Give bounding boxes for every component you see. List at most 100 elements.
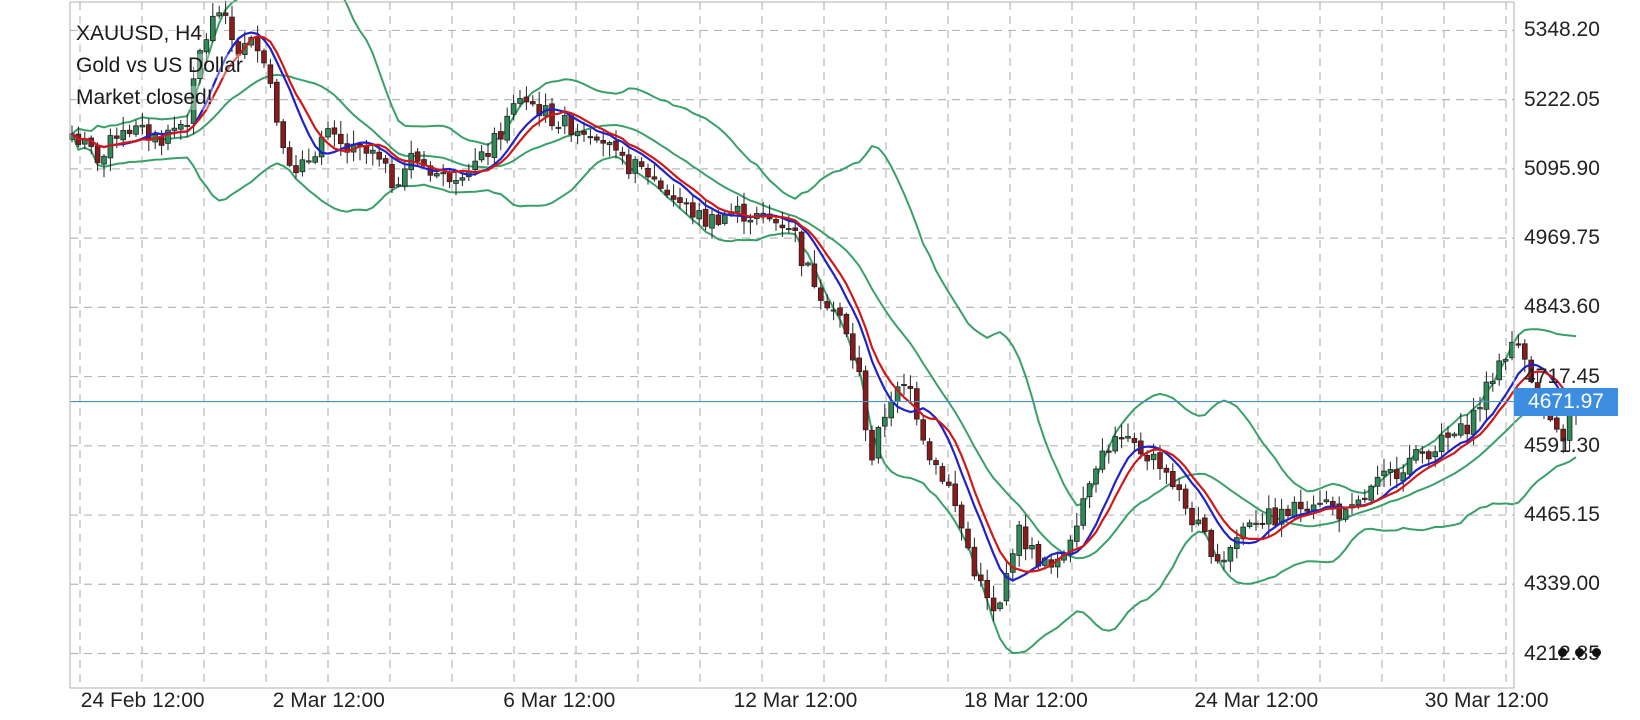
candle xyxy=(606,140,613,157)
moving-averages xyxy=(71,31,1577,582)
candle xyxy=(133,119,139,137)
candle xyxy=(875,425,882,464)
candle xyxy=(664,184,670,198)
candle xyxy=(600,130,606,157)
candle xyxy=(971,537,978,580)
candle xyxy=(1080,486,1087,530)
candle xyxy=(843,312,850,338)
candle xyxy=(376,146,382,167)
candle xyxy=(280,118,286,155)
price-tick-label: 4843.60 xyxy=(1524,295,1600,319)
date-tick-label: 24 Feb 12:00 xyxy=(80,689,205,712)
candle xyxy=(190,66,197,135)
candle xyxy=(824,294,830,311)
candle xyxy=(222,0,229,25)
bollinger-bands xyxy=(71,0,1577,655)
bollinger-lower-line xyxy=(71,133,1577,655)
candle xyxy=(273,78,280,126)
candle xyxy=(408,140,414,179)
candle xyxy=(1003,560,1010,606)
candle xyxy=(773,216,779,231)
date-tick-label: 6 Mar 12:00 xyxy=(503,689,616,712)
candle xyxy=(1528,355,1535,384)
candle xyxy=(811,250,818,289)
candle xyxy=(1010,548,1016,582)
candle xyxy=(261,48,267,68)
candle xyxy=(1426,449,1432,469)
candle xyxy=(177,119,184,140)
symbol-timeframe-label: XAUUSD, H4 xyxy=(76,22,203,46)
candle xyxy=(869,425,875,466)
candle xyxy=(645,163,651,185)
candle xyxy=(1406,444,1413,479)
candle xyxy=(1131,432,1138,452)
candle xyxy=(382,154,389,173)
candle xyxy=(1157,444,1163,480)
candle xyxy=(1342,507,1349,523)
candle xyxy=(984,569,990,611)
candle xyxy=(1310,495,1317,520)
candle xyxy=(952,470,958,513)
candle xyxy=(555,121,562,134)
candle xyxy=(459,172,466,187)
candle xyxy=(1253,509,1259,531)
candle xyxy=(88,135,95,155)
candle xyxy=(1285,504,1291,519)
candle xyxy=(862,365,869,442)
price-tick-label: 5095.90 xyxy=(1524,156,1600,180)
candle xyxy=(1413,445,1419,464)
candle xyxy=(914,381,920,426)
candle xyxy=(1490,372,1496,392)
candle xyxy=(1022,514,1029,561)
candle xyxy=(216,5,223,19)
candle xyxy=(209,3,216,43)
candle xyxy=(229,5,235,53)
candle xyxy=(1189,501,1195,533)
candle xyxy=(965,521,971,551)
candle xyxy=(1349,493,1355,515)
candle xyxy=(856,345,862,376)
candle xyxy=(946,474,952,489)
candle xyxy=(1560,424,1567,454)
ma-fast-line xyxy=(71,31,1577,582)
candle xyxy=(1502,357,1509,370)
more-options-icon[interactable] xyxy=(1556,640,1606,664)
candle xyxy=(325,121,331,141)
candle xyxy=(197,48,203,85)
candle xyxy=(293,155,299,179)
candle xyxy=(1458,412,1464,439)
candle xyxy=(1381,458,1387,488)
candle xyxy=(837,302,843,328)
date-tick-label: 24 Mar 12:00 xyxy=(1194,689,1319,712)
symbol-description: Gold vs US Dollar xyxy=(76,54,243,78)
candle xyxy=(453,169,459,196)
candle xyxy=(1054,551,1061,578)
candle xyxy=(1170,463,1176,490)
candle xyxy=(920,415,926,445)
candle xyxy=(1266,495,1272,537)
candle xyxy=(587,129,594,145)
candle xyxy=(638,157,645,170)
candle xyxy=(926,438,933,465)
candle xyxy=(581,121,587,142)
candlestick-series xyxy=(69,0,1579,622)
candle xyxy=(901,373,907,396)
plot-frame xyxy=(69,1,1515,689)
candle xyxy=(1272,498,1279,528)
candle xyxy=(651,163,658,182)
candle xyxy=(670,184,677,207)
candle xyxy=(1182,484,1189,516)
candle xyxy=(1176,478,1183,502)
candle xyxy=(139,112,146,135)
candle xyxy=(626,148,632,179)
candle xyxy=(1374,465,1381,495)
candle xyxy=(779,211,786,237)
candle xyxy=(530,95,536,107)
candle xyxy=(504,107,510,144)
candle xyxy=(632,156,638,184)
candle xyxy=(683,198,690,215)
market-status: Market closed! xyxy=(76,86,213,110)
candle xyxy=(1016,520,1022,567)
candle xyxy=(510,94,517,120)
